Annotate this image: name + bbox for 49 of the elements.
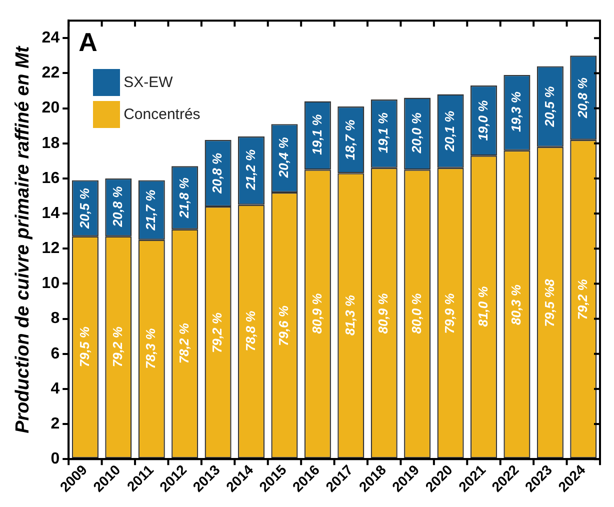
annotation: 80,0 % [408,292,424,334]
y-tick-label: 18 [42,134,60,152]
y-tick-label: 2 [50,415,60,432]
y-tick-label: 0 [50,450,60,468]
annotation: 20,5 % [76,188,92,230]
annotation: 21,8 % [176,177,192,219]
y-tick-label: 14 [42,204,60,222]
annotation: 79,2 % [110,326,125,368]
annotation: 20,8 % [574,77,590,120]
annotation: 21,7 % [143,189,158,232]
annotation: 79,9 % [442,292,458,334]
y-tick-label: 20 [42,100,60,117]
y-tick-label: 16 [42,170,60,187]
annotation: 18,7 % [342,119,358,160]
annotation: 20,8 % [110,186,125,228]
annotation: 20,0 % [408,112,424,154]
annotation: 21,2 % [242,149,258,191]
y-tick-label: 22 [42,64,60,82]
annotation: 80,9 % [309,292,324,334]
annotation: 80,3 % [508,284,524,325]
annotation: 20,8 % [210,152,225,194]
annotation: 81,0 % [475,286,490,327]
annotation: 19,0 % [475,100,490,141]
annotation: 80,9 % [376,292,391,334]
annotation: 79,6 % [276,305,292,346]
annotation: 78,3 % [143,328,158,369]
legend-label: Concentrés [124,106,200,123]
y-tick-label: 6 [50,345,60,362]
y-tick-label: 10 [42,275,60,292]
y-tick-label: 24 [42,30,60,47]
annotation: 19,3 % [508,91,524,132]
annotation: 78,2 % [176,322,192,364]
annotation: 79,2 % [574,278,590,320]
annotation: 79,5 % [76,326,92,368]
annotation: 20,1 % [442,110,458,152]
y-tick-label: 12 [42,240,60,258]
annotation: 78,8 % [242,310,258,352]
annotation: 20,4 % [276,136,292,179]
annotation: 79,5 %8 [542,278,557,327]
annotation: 19,1 % [376,112,391,154]
y-tick-label: 4 [50,380,60,398]
legend-label: SX-EW [124,74,173,91]
annotation: 20,5 % [542,86,557,128]
annotation: 19,1 % [309,114,324,155]
y-axis-title: Production de cuivre primaire raffiné en Mt [12,46,34,434]
y-tick-label: 8 [50,310,60,328]
annotation: A [78,26,98,57]
annotation: 79,2 % [210,312,225,354]
annotation: 81,3 % [342,294,358,336]
